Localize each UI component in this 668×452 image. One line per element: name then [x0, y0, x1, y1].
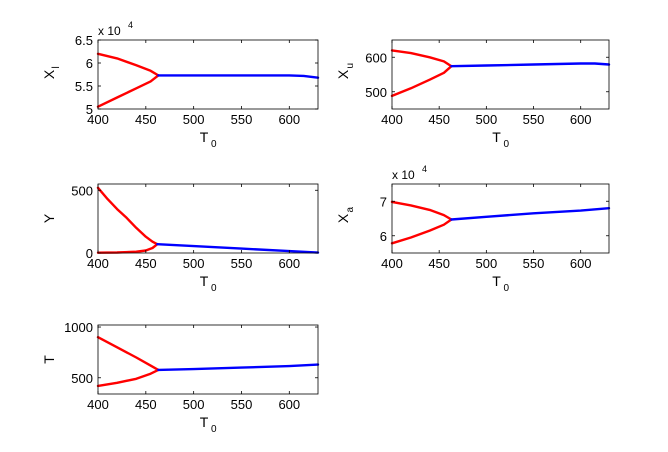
series-line-1: [390, 49, 453, 68]
y-axis-label-subscript: l: [51, 66, 62, 68]
series-line-1: [96, 336, 160, 372]
x-tick-label: 400: [87, 256, 109, 271]
x-tick-label: 550: [231, 256, 253, 271]
y-axis-label: X: [335, 69, 351, 79]
y-tick-label: 1000: [64, 320, 93, 335]
axis-multiplier: x 10: [392, 168, 415, 182]
axes-frame: [97, 183, 319, 254]
x-axis-label-subscript: 0: [211, 424, 217, 435]
series-line-2: [390, 218, 453, 245]
y-tick-label: 0: [86, 246, 93, 261]
series-line-3: [450, 206, 611, 221]
series-line-1: [96, 52, 160, 77]
x-tick-label: 500: [183, 397, 205, 412]
x-tick-label: 600: [278, 256, 300, 271]
x-tick-label: 450: [135, 112, 157, 127]
x-tick-label: 550: [231, 397, 253, 412]
x-tick-label: 450: [135, 397, 157, 412]
y-tick-label: 6: [380, 229, 387, 244]
y-tick-label: 6.5: [75, 33, 93, 48]
y-axis-label-subscript: a: [345, 207, 356, 213]
x-axis-label: T: [492, 273, 501, 289]
x-axis-label: T: [200, 129, 209, 145]
y-tick-label: 6: [86, 56, 93, 71]
axes-frame: [391, 39, 610, 110]
x-tick-label: 600: [570, 256, 592, 271]
subplot-1: 400 450 500 550 600 5 5.5 6 6.5 x 10 4 T 0 Xl: [41, 20, 320, 150]
x-tick-label: 600: [570, 112, 592, 127]
x-axis-label-subscript: 0: [504, 139, 510, 150]
series-line-1: [390, 200, 453, 221]
y-axis-label-group: Xa: [335, 207, 356, 224]
x-tick-label: 500: [475, 256, 497, 271]
y-tick-label: 600: [365, 50, 387, 65]
y-axis-label: Y: [41, 213, 57, 223]
y-axis-label: T: [41, 355, 57, 364]
x-tick-label: 450: [428, 256, 450, 271]
y-tick-label: 500: [71, 371, 93, 386]
series-line-3: [157, 74, 320, 79]
x-axis-label-subscript: 0: [504, 283, 510, 294]
subplot-2: 400 450 500 550 600 500 600 T 0 Xu: [335, 39, 611, 150]
y-axis-label: X: [41, 69, 57, 79]
y-tick-label: 5: [86, 102, 93, 117]
x-tick-label: 450: [428, 112, 450, 127]
series-line-1: [96, 186, 159, 246]
x-axis-label-subscript: 0: [211, 283, 217, 294]
x-tick-label: 400: [381, 256, 403, 271]
subplot-4: 400 450 500 550 600 6 7 x 10 4 T 0 Xa: [335, 164, 611, 294]
series-line-2: [96, 242, 159, 254]
x-tick-label: 450: [135, 256, 157, 271]
series-line-3: [157, 363, 320, 372]
axes-frame: [97, 324, 319, 395]
x-axis-label-subscript: 0: [211, 139, 217, 150]
series-line-2: [390, 64, 453, 98]
y-axis-label: X: [335, 213, 351, 223]
x-tick-label: 550: [231, 112, 253, 127]
x-tick-label: 400: [87, 397, 109, 412]
x-tick-label: 600: [278, 112, 300, 127]
y-axis-label-group: Y: [41, 213, 57, 223]
y-axis-label-subscript: u: [345, 63, 356, 69]
x-tick-label: 550: [523, 256, 545, 271]
y-axis-label-group: Xl: [41, 66, 62, 79]
y-axis-label-group: Xu: [335, 63, 356, 79]
y-tick-label: 500: [71, 183, 93, 198]
y-axis-label-group: T: [41, 355, 57, 364]
y-tick-label: 500: [365, 85, 387, 100]
series-line-2: [96, 74, 160, 108]
y-tick-label: 5.5: [75, 79, 93, 94]
x-axis-label: T: [200, 414, 209, 430]
axis-multiplier-exponent: 4: [128, 20, 133, 30]
x-tick-label: 500: [183, 256, 205, 271]
x-tick-label: 400: [87, 112, 109, 127]
x-tick-label: 550: [523, 112, 545, 127]
x-tick-label: 500: [183, 112, 205, 127]
axis-multiplier: x 10: [98, 24, 121, 38]
x-tick-label: 500: [475, 112, 497, 127]
x-axis-label: T: [492, 129, 501, 145]
axes-frame: [391, 183, 610, 254]
x-tick-label: 600: [278, 397, 300, 412]
series-line-2: [96, 368, 160, 388]
axis-multiplier-exponent: 4: [422, 164, 427, 174]
x-axis-label: T: [200, 273, 209, 289]
x-tick-label: 400: [381, 112, 403, 127]
series-line-3: [450, 62, 611, 68]
axes-frame: [97, 39, 319, 110]
series-line-3: [156, 242, 320, 254]
y-tick-label: 7: [380, 194, 387, 209]
